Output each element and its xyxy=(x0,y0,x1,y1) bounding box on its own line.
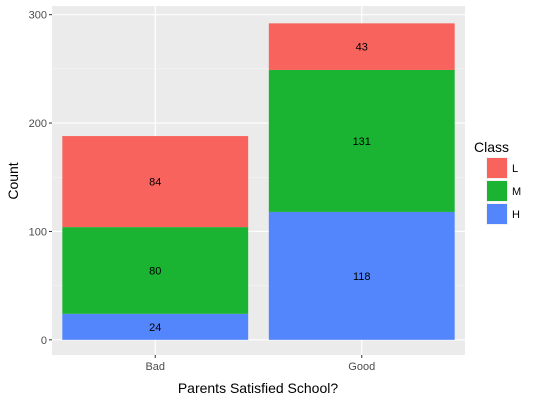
bar-bad-l xyxy=(62,136,249,228)
legend-swatch-m xyxy=(487,181,507,201)
legend-label-h: H xyxy=(512,209,520,221)
bar-good-h xyxy=(268,211,455,340)
bar-labels: 24 80 84 118 131 43 xyxy=(149,42,371,334)
bar-label-good-l: 43 xyxy=(356,42,368,54)
legend-swatch-h xyxy=(487,204,507,224)
legend-title: Class xyxy=(474,139,509,155)
y-tick-label: 200 xyxy=(29,118,47,130)
bar-bad-h xyxy=(62,313,249,340)
bars xyxy=(62,23,455,340)
x-tick-label-bad: Bad xyxy=(145,361,165,373)
x-axis: Bad Good xyxy=(145,355,375,373)
x-axis-title: Parents Satisfied School? xyxy=(178,380,339,396)
bar-bad-m xyxy=(62,227,249,314)
y-tick-label: 300 xyxy=(29,10,47,22)
legend-label-l: L xyxy=(512,163,518,175)
y-tick-label: 100 xyxy=(29,226,47,238)
bar-label-bad-h: 24 xyxy=(149,322,161,334)
y-axis-title: Count xyxy=(5,162,21,199)
bar-label-good-m: 131 xyxy=(353,136,371,148)
y-axis: 0 100 200 300 xyxy=(29,10,52,347)
legend: Class LMH xyxy=(474,139,521,225)
bar-label-good-h: 118 xyxy=(353,271,371,283)
bar-label-bad-l: 84 xyxy=(149,177,161,189)
legend-swatch-l xyxy=(487,158,507,178)
legend-label-m: M xyxy=(512,186,521,198)
bar-good-m xyxy=(268,69,455,212)
x-tick-label-good: Good xyxy=(348,361,375,373)
y-tick-label: 0 xyxy=(41,335,47,347)
bar-good-l xyxy=(268,23,455,70)
bar-label-bad-m: 80 xyxy=(149,265,161,277)
